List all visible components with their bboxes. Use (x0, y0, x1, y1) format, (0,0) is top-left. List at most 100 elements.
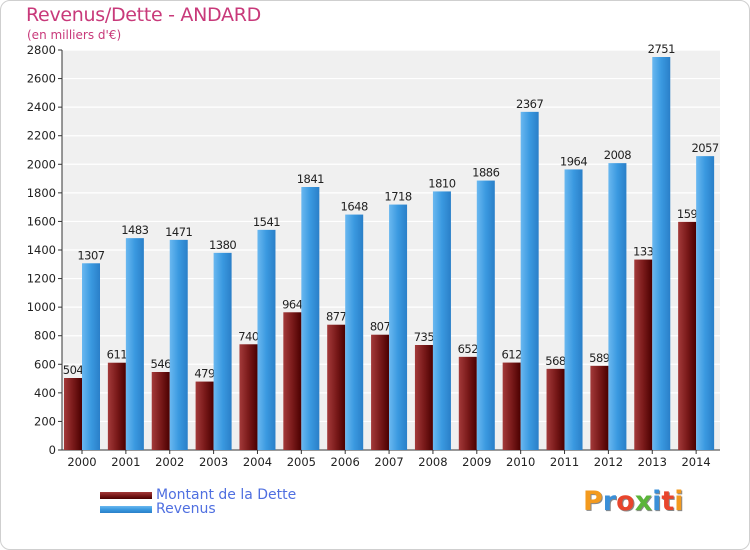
bar-revenue-label: 1841 (297, 172, 324, 186)
bar-revenue-label: 1541 (253, 215, 280, 229)
y-tick-label: 2800 (27, 43, 56, 57)
bar-debt-label: 546 (151, 357, 172, 371)
x-tick-label: 2012 (594, 455, 623, 469)
bar-revenue (608, 163, 627, 450)
proxiti-logo: Proxiti (583, 486, 684, 517)
x-tick-label: 2014 (681, 455, 710, 469)
bar-revenue (564, 169, 583, 450)
y-tick-label: 1200 (27, 272, 56, 286)
legend-label-revenue: Revenus (156, 501, 216, 517)
bar-debt-label: 133 (633, 245, 654, 259)
bar-debt-label: 611 (107, 348, 128, 362)
x-tick-label: 2006 (331, 455, 360, 469)
bar-revenue (520, 111, 539, 450)
legend-label-debt: Montant de la Dette (156, 487, 297, 503)
x-tick-label: 2005 (287, 455, 316, 469)
x-tick-label: 2010 (506, 455, 535, 469)
bar-debt-label: 877 (326, 310, 347, 324)
bar-revenue-label: 1810 (428, 176, 455, 190)
x-tick-label: 2002 (155, 455, 184, 469)
bar-debt (371, 334, 390, 450)
bar-debt (678, 221, 697, 450)
bar-revenue-label: 2751 (648, 42, 675, 56)
logo-letter: r (602, 486, 617, 517)
y-tick-label: 200 (34, 414, 56, 428)
logo-letter: i (652, 486, 662, 517)
x-tick-label: 2004 (243, 455, 272, 469)
x-tick-label: 2009 (462, 455, 491, 469)
bar-debt-label: 589 (589, 351, 610, 365)
y-tick-label: 0 (49, 443, 56, 457)
x-tick-label: 2001 (111, 455, 140, 469)
x-tick-label: 2013 (638, 455, 667, 469)
x-tick-label: 2007 (374, 455, 403, 469)
bar-debt (239, 344, 258, 450)
y-tick-label: 1600 (27, 214, 56, 228)
bar-debt-label: 504 (63, 363, 84, 377)
y-tick-label: 1000 (27, 300, 56, 314)
bar-debt-label: 568 (545, 354, 566, 368)
bar-revenue-label: 2057 (691, 141, 718, 155)
bar-debt (151, 372, 170, 450)
bar-debt-label: 159 (677, 207, 698, 221)
bar-debt-label: 652 (458, 342, 479, 356)
y-tick-label: 2400 (27, 100, 56, 114)
bar-revenue-label: 1648 (341, 200, 368, 214)
bar-revenue (301, 187, 320, 450)
bar-revenue-label: 1471 (165, 225, 192, 239)
bar-debt (546, 368, 565, 450)
x-tick-label: 2011 (550, 455, 579, 469)
bar-debt (195, 381, 214, 450)
bar-revenue (652, 57, 671, 450)
bar-debt-label: 479 (194, 367, 215, 381)
y-tick-label: 1400 (27, 243, 56, 257)
chart-title: Revenus/Dette - ANDARD (26, 4, 261, 26)
y-tick-label: 600 (34, 357, 56, 371)
bar-revenue-label: 1307 (77, 248, 104, 262)
bar-debt (414, 345, 433, 450)
bar-debt (590, 365, 609, 450)
chart-subtitle: (en milliers d'€) (27, 28, 122, 42)
y-tick-label: 1800 (27, 186, 56, 200)
logo-letter: o (616, 486, 635, 517)
y-tick-label: 800 (34, 329, 56, 343)
bar-revenue (696, 156, 715, 450)
bar-revenue-label: 2008 (604, 148, 631, 162)
bar-revenue-label: 1380 (209, 238, 236, 252)
bar-revenue (476, 180, 495, 451)
logo-letter: t (661, 486, 675, 517)
y-tick-label: 2600 (27, 72, 56, 86)
logo-letter: x (634, 486, 653, 517)
bar-debt (107, 362, 126, 450)
bar-revenue-label: 1718 (384, 190, 411, 204)
bar-debt (634, 259, 653, 450)
bar-revenue-label: 1483 (121, 223, 148, 237)
bar-debt-label: 964 (282, 297, 303, 311)
bar-debt (458, 356, 477, 450)
y-tick-label: 2200 (27, 129, 56, 143)
bar-debt-label: 740 (238, 329, 259, 343)
bar-revenue (257, 229, 276, 450)
bar-revenue (389, 204, 408, 450)
y-tick-label: 2000 (27, 157, 56, 171)
bar-debt (64, 378, 82, 450)
bar-revenue (213, 252, 232, 450)
bar-debt-label: 807 (370, 320, 391, 334)
x-tick-label: 2000 (67, 455, 96, 469)
logo-letter: P (583, 486, 603, 517)
bar-revenue-label: 2367 (516, 97, 543, 111)
bar-revenue (345, 214, 364, 450)
bar-revenue (169, 239, 188, 450)
bar-debt-label: 735 (414, 330, 435, 344)
y-tick-label: 400 (34, 386, 56, 400)
legend-swatch-debt (100, 492, 152, 499)
bar-debt (327, 324, 346, 450)
bar-revenue (432, 191, 451, 450)
bar-debt-label: 612 (501, 348, 522, 362)
bar-revenue (82, 263, 100, 450)
bar-revenue (125, 238, 144, 450)
x-tick-label: 2008 (418, 455, 447, 469)
bar-revenue-label: 1886 (472, 166, 499, 180)
bar-debt (283, 312, 302, 450)
